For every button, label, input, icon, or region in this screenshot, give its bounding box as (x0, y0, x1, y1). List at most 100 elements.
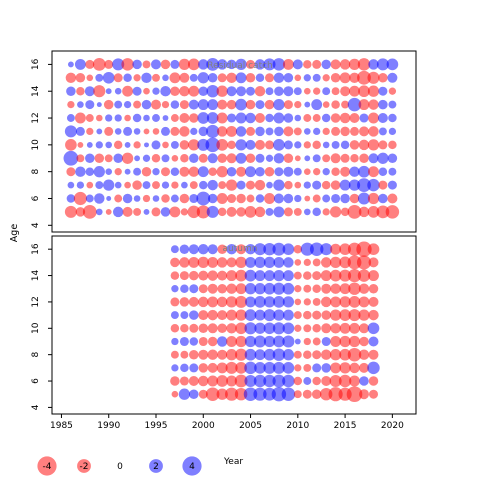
bubble (329, 256, 342, 269)
bubble (180, 350, 189, 359)
bubble (75, 166, 86, 177)
bubble (207, 256, 219, 268)
bubble (341, 100, 350, 109)
bubble (206, 124, 220, 138)
bubble (134, 155, 141, 162)
bubble (85, 59, 95, 69)
plot-frame (51, 50, 417, 233)
bubble (283, 257, 294, 268)
y-tick-label: 6 (31, 378, 41, 384)
bubble (170, 350, 179, 359)
bubble (227, 140, 236, 150)
bubble (331, 140, 340, 149)
bubble (206, 205, 219, 218)
bubble (160, 85, 171, 97)
bubble (245, 139, 256, 150)
bubble (180, 154, 189, 163)
bubble (236, 180, 246, 190)
y-tick-label: 16 (31, 243, 41, 255)
bubble (255, 100, 265, 110)
bubble (86, 181, 94, 189)
bubble (330, 113, 341, 123)
bubble (358, 139, 370, 151)
bubble (189, 181, 198, 190)
bubble (142, 194, 151, 203)
bubble (266, 181, 273, 189)
bubble (94, 193, 105, 204)
bubble (273, 269, 285, 282)
bubble (197, 99, 209, 111)
bubble (377, 113, 388, 123)
bubble (189, 73, 198, 82)
bubble (225, 349, 238, 361)
bubble (217, 270, 228, 281)
bubble (245, 99, 256, 110)
bubble (349, 362, 360, 374)
bubble (235, 283, 247, 295)
bubble (112, 206, 124, 218)
bubble (312, 180, 322, 190)
bubble (217, 153, 227, 164)
bubble (123, 73, 132, 83)
bubble (207, 270, 218, 281)
bubble (272, 374, 286, 388)
bubble (206, 84, 219, 98)
y-tick-label: 4 (31, 222, 41, 228)
bubble (322, 154, 331, 163)
bubble (217, 244, 227, 254)
bubble (330, 153, 341, 164)
bubble (75, 126, 85, 136)
bubble (207, 362, 218, 373)
bubble (198, 243, 209, 255)
y-tick-label: 16 (31, 58, 41, 70)
bubble (293, 87, 302, 96)
bubble (245, 153, 256, 164)
y-tick-label: 12 (31, 296, 41, 307)
bubble (272, 242, 286, 256)
panel-title-residual-catch: Residual catch (207, 61, 273, 71)
bubble (151, 140, 161, 150)
bubble (274, 167, 284, 177)
bubble (312, 284, 321, 293)
bubble (358, 283, 370, 294)
y-tick-label: 14 (31, 85, 41, 97)
bubble (348, 58, 361, 71)
bubble (96, 128, 103, 135)
bubbles-residual-catch (63, 58, 400, 219)
bubble (104, 154, 113, 163)
bubble (386, 58, 399, 71)
bubble (294, 324, 302, 332)
bubble (113, 140, 123, 150)
bubble (207, 244, 218, 255)
bubble (283, 193, 294, 204)
bubble (170, 86, 180, 96)
bubble (85, 167, 95, 176)
bubble (160, 126, 171, 136)
bubble (282, 58, 294, 70)
bubble (346, 386, 363, 403)
bubble (312, 363, 322, 373)
bubble (255, 139, 265, 150)
bubble (188, 256, 200, 268)
bubble (235, 98, 247, 111)
bubble (263, 348, 276, 361)
bubble (388, 113, 397, 123)
bubble (181, 181, 188, 189)
bubble (359, 336, 369, 347)
bubble (114, 181, 122, 189)
bubble (188, 85, 200, 97)
bubble (133, 167, 142, 176)
bubble (92, 58, 106, 71)
bubble (283, 73, 294, 83)
bubble (170, 114, 179, 122)
bubble (284, 180, 293, 190)
bubble (303, 350, 312, 359)
y-tick-label: 8 (31, 352, 41, 358)
bubble (264, 99, 275, 110)
bubble (378, 140, 388, 150)
bubble (122, 193, 133, 204)
bubble (263, 282, 276, 295)
bubble (235, 295, 248, 308)
x-tick-label: 1985 (50, 421, 73, 431)
bubble (321, 310, 331, 320)
